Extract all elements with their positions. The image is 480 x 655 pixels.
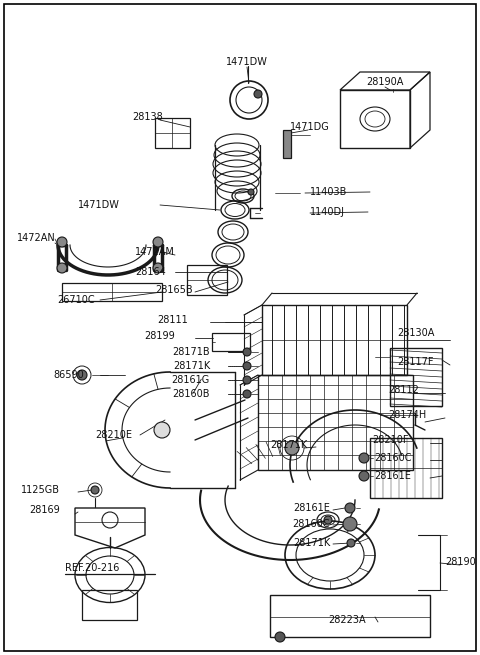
Text: 28171K: 28171K <box>270 440 307 450</box>
Circle shape <box>254 90 262 98</box>
Text: 28160C: 28160C <box>374 453 411 463</box>
Text: 28160C: 28160C <box>292 519 330 529</box>
Text: 28210E: 28210E <box>95 430 132 440</box>
Text: 26710C: 26710C <box>57 295 95 305</box>
Text: 28190: 28190 <box>445 557 476 567</box>
Circle shape <box>324 516 332 524</box>
Text: 28223A: 28223A <box>328 615 366 625</box>
Text: 28199: 28199 <box>144 331 175 341</box>
Bar <box>262 305 407 375</box>
Circle shape <box>243 348 251 356</box>
Text: 28111: 28111 <box>157 315 188 325</box>
Text: 1472AM: 1472AM <box>135 247 175 257</box>
Circle shape <box>243 390 251 398</box>
Circle shape <box>243 362 251 370</box>
Text: REF.20-216: REF.20-216 <box>65 563 120 573</box>
Text: 28164: 28164 <box>135 267 166 277</box>
Text: 28171K: 28171K <box>293 538 330 548</box>
Circle shape <box>77 370 87 380</box>
Text: 28130A: 28130A <box>397 328 434 338</box>
Circle shape <box>248 189 254 195</box>
Text: 28138: 28138 <box>132 112 163 122</box>
Bar <box>212 333 250 351</box>
Text: 28161E: 28161E <box>374 471 411 481</box>
Bar <box>283 130 291 158</box>
Text: 28169: 28169 <box>29 505 60 515</box>
Circle shape <box>347 539 355 547</box>
Circle shape <box>359 453 369 463</box>
Bar <box>390 348 442 406</box>
Text: 11403B: 11403B <box>310 187 348 197</box>
Circle shape <box>345 503 355 513</box>
Text: 28190A: 28190A <box>366 77 403 87</box>
Text: 28161E: 28161E <box>293 503 330 513</box>
Text: 28210F: 28210F <box>372 435 408 445</box>
Circle shape <box>153 237 163 247</box>
Text: 28165B: 28165B <box>155 285 192 295</box>
Text: 28117F: 28117F <box>397 357 433 367</box>
Text: 1140DJ: 1140DJ <box>310 207 345 217</box>
Bar <box>62 283 162 301</box>
Circle shape <box>359 471 369 481</box>
Text: 28171K: 28171K <box>173 361 210 371</box>
Text: 28112: 28112 <box>388 385 419 395</box>
Circle shape <box>285 441 299 455</box>
Circle shape <box>57 237 67 247</box>
Text: 1471DW: 1471DW <box>78 200 120 210</box>
Bar <box>270 595 430 637</box>
Circle shape <box>154 422 170 438</box>
Circle shape <box>153 263 163 273</box>
Text: 28160B: 28160B <box>172 389 210 399</box>
Text: 1471DG: 1471DG <box>290 122 330 132</box>
Bar <box>82 590 137 620</box>
Bar <box>187 265 227 295</box>
Circle shape <box>91 486 99 494</box>
Bar <box>370 438 442 498</box>
Text: 1472AN: 1472AN <box>17 233 56 243</box>
Circle shape <box>57 263 67 273</box>
Text: 28161G: 28161G <box>172 375 210 385</box>
Text: 28174H: 28174H <box>388 410 426 420</box>
Circle shape <box>343 517 357 531</box>
Text: 28171B: 28171B <box>172 347 210 357</box>
Circle shape <box>243 376 251 384</box>
Bar <box>258 375 413 470</box>
Text: 1471DW: 1471DW <box>226 57 268 67</box>
Bar <box>155 118 190 148</box>
Circle shape <box>275 632 285 642</box>
Text: 86590: 86590 <box>53 370 84 380</box>
Text: 1125GB: 1125GB <box>21 485 60 495</box>
Bar <box>340 90 410 148</box>
